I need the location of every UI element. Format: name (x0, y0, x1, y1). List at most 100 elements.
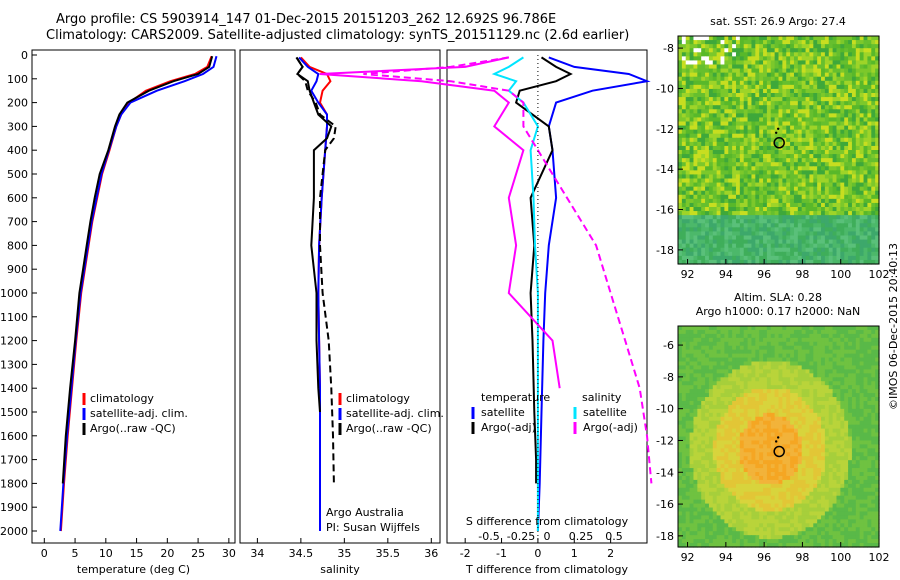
sst-map-cell (681, 60, 687, 66)
sst-map-cell (871, 56, 876, 62)
sst-map-cell (716, 56, 722, 62)
sst-map-cell (801, 84, 807, 90)
sst-map-cell (728, 84, 733, 90)
sla-map-cell (793, 420, 799, 426)
sst-map-cell (720, 145, 725, 151)
sla-map-cell (689, 479, 695, 485)
sla-map-cell (724, 349, 729, 355)
sst-map-cell (855, 227, 861, 233)
sst-map-cell (728, 93, 733, 98)
sla-map-cell (805, 428, 811, 434)
sst-map-cell (871, 259, 876, 265)
sst-map-cell (782, 105, 787, 110)
sla-map-cell (766, 440, 772, 445)
sst-map-cell (724, 235, 729, 241)
sst-map-cell (759, 182, 764, 188)
sla-map-cell (851, 353, 857, 359)
sla-map-cell (848, 397, 853, 402)
sst-map-cell (766, 174, 772, 180)
sst-map-cell (817, 227, 822, 233)
sst-map-cell (809, 231, 814, 237)
sst-map-cell (759, 88, 764, 94)
sst-map-cell (763, 154, 768, 159)
sla-map-cell (817, 353, 822, 359)
sst-map-cell (817, 48, 822, 53)
sst-map-cell (828, 259, 834, 265)
sst-map-cell (851, 154, 857, 159)
sst-map-cell (863, 88, 869, 94)
sla-map-cell (720, 432, 725, 438)
sst-map-cell (770, 162, 776, 167)
sla-map-cell (766, 341, 772, 347)
sla-map-cell (821, 326, 826, 331)
sst-map-cell (724, 40, 729, 45)
sst-map-cell (697, 207, 702, 212)
sla-map-cell (782, 329, 787, 335)
sst-map-cell (743, 105, 749, 110)
sla-map-cell (708, 341, 714, 347)
sst-map-cell (739, 182, 745, 188)
sst-map-cell (828, 76, 834, 82)
sst-map-cell (735, 36, 741, 41)
sla-map-cell (720, 373, 725, 378)
sst-map-cell (693, 137, 698, 143)
sst-map-cell (817, 141, 822, 147)
sst-map-cell (797, 101, 803, 106)
sla-map-cell (786, 373, 791, 378)
sst-map-cell (678, 40, 683, 45)
sst-map-cell (859, 207, 865, 212)
sla-map-cell (732, 400, 737, 406)
sla-map-cell (720, 381, 725, 386)
sst-map-cell (797, 259, 803, 265)
sla-map-cell (705, 416, 710, 422)
sla-map-cell (755, 353, 760, 359)
sst-map-cell (747, 44, 753, 49)
sst-map-cell (689, 64, 695, 70)
sla-map-cell (809, 464, 814, 469)
sla-map-cell (855, 361, 861, 367)
sla-map-cell (817, 393, 822, 398)
sst-map-cell (739, 48, 745, 53)
sla-map-cell (867, 479, 872, 485)
sla-map-cell (681, 448, 687, 453)
sla-map-cell (747, 424, 753, 430)
sla-map-cell (875, 444, 880, 449)
sla-map-cell (701, 408, 706, 414)
sst-map-cell (774, 141, 780, 147)
sla-map-cell (840, 365, 845, 371)
sst-map-cell (678, 145, 683, 151)
sst-map-cell (693, 117, 698, 123)
sst-map-cell (859, 239, 865, 245)
sla-map-cell (790, 468, 795, 473)
sla-map-cell (855, 404, 861, 410)
sst-map-cell (817, 64, 822, 70)
sst-map-cell (747, 145, 753, 151)
sst-map-cell (875, 194, 880, 200)
sla-map-cell (867, 444, 872, 449)
sla-map-cell (751, 357, 756, 363)
sst-map-cell (801, 231, 807, 237)
sla-map-cell (720, 400, 725, 406)
sst-map-cell (851, 174, 857, 180)
sla-map-cell (836, 357, 841, 363)
sst-map-cell (763, 211, 768, 216)
sst-map-cell (855, 113, 861, 119)
sla-map-cell (705, 400, 710, 406)
sla-map-cell (821, 333, 826, 339)
sst-map-cell (724, 158, 729, 163)
sla-map-cell (817, 404, 822, 410)
sst-map-cell (832, 101, 838, 106)
sst-map-cell (751, 40, 756, 45)
sst-map-cell (821, 109, 826, 114)
sla-map-cell (875, 377, 880, 382)
sla-map-cell (809, 412, 814, 418)
sla-map-cell (763, 468, 768, 473)
sla-map-cell (801, 377, 807, 382)
sla-map-cell (705, 436, 710, 442)
sst-map-cell (716, 121, 722, 127)
sla-map-cell (867, 456, 872, 461)
sla-map-cell (867, 345, 872, 351)
sla-map-cell (844, 341, 849, 347)
sst-map-cell (763, 48, 768, 53)
sst-map-cell (782, 170, 787, 176)
